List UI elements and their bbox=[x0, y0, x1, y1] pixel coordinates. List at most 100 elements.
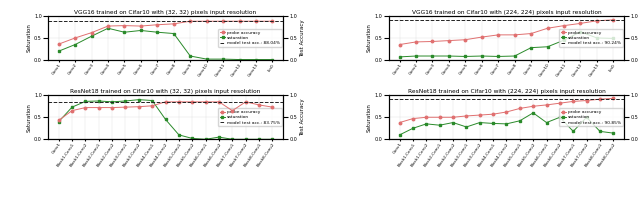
probe accuracy bbox=[494, 34, 502, 36]
probe accuracy bbox=[527, 32, 535, 35]
saturation bbox=[154, 31, 161, 33]
saturation bbox=[120, 31, 128, 33]
probe accuracy bbox=[242, 101, 250, 103]
Line: saturation: saturation bbox=[58, 27, 274, 61]
probe accuracy bbox=[81, 106, 89, 109]
probe accuracy bbox=[556, 102, 564, 104]
probe accuracy bbox=[71, 37, 79, 39]
saturation bbox=[583, 116, 591, 118]
model test acc.: 88.04%: (1, 0.88): 88.04%: (1, 0.88) bbox=[71, 20, 79, 22]
saturation bbox=[135, 99, 143, 101]
Title: VGG16 trained on Cifar10 with (224, 224) pixels input resolution: VGG16 trained on Cifar10 with (224, 224)… bbox=[412, 10, 601, 15]
probe accuracy bbox=[544, 27, 552, 29]
probe accuracy bbox=[55, 43, 63, 45]
probe accuracy bbox=[215, 101, 223, 103]
probe accuracy bbox=[252, 20, 260, 22]
probe accuracy bbox=[202, 101, 209, 103]
probe accuracy bbox=[412, 41, 420, 43]
Y-axis label: Saturation: Saturation bbox=[367, 103, 372, 132]
model test acc.: 90.24%: (0, 0.902): 90.24%: (0, 0.902) bbox=[396, 19, 403, 21]
saturation bbox=[396, 56, 403, 58]
saturation bbox=[175, 134, 183, 136]
saturation bbox=[188, 137, 196, 140]
saturation bbox=[436, 124, 444, 126]
probe accuracy bbox=[543, 104, 550, 106]
probe accuracy bbox=[95, 106, 102, 109]
probe accuracy bbox=[502, 111, 510, 113]
probe accuracy bbox=[135, 105, 143, 108]
saturation bbox=[516, 120, 524, 122]
model test acc.: 90.85%: (1, 0.908): 90.85%: (1, 0.908) bbox=[409, 98, 417, 100]
probe accuracy bbox=[560, 24, 568, 27]
probe accuracy bbox=[175, 101, 183, 103]
probe accuracy bbox=[445, 39, 452, 42]
saturation bbox=[409, 127, 417, 130]
saturation bbox=[55, 120, 63, 123]
Legend: probe accuracy, saturation, model test acc.: 83.75%: probe accuracy, saturation, model test a… bbox=[218, 108, 282, 126]
probe accuracy bbox=[162, 101, 170, 103]
model test acc.: 90.24%: (1, 0.902): 90.24%: (1, 0.902) bbox=[412, 19, 420, 21]
model test acc.: 83.75%: (1, 0.838): 83.75%: (1, 0.838) bbox=[68, 101, 76, 104]
probe accuracy bbox=[516, 107, 524, 110]
probe accuracy bbox=[170, 23, 178, 25]
probe accuracy bbox=[154, 23, 161, 26]
saturation bbox=[449, 121, 457, 124]
saturation bbox=[203, 58, 211, 60]
saturation bbox=[489, 122, 497, 125]
saturation bbox=[68, 106, 76, 108]
probe accuracy bbox=[461, 39, 469, 41]
saturation bbox=[55, 50, 63, 52]
Line: probe accuracy: probe accuracy bbox=[58, 20, 274, 45]
Y-axis label: Saturation: Saturation bbox=[26, 23, 31, 52]
saturation bbox=[71, 43, 79, 46]
Y-axis label: Test Accuracy: Test Accuracy bbox=[300, 99, 305, 136]
saturation bbox=[494, 55, 502, 58]
probe accuracy bbox=[422, 116, 430, 118]
saturation bbox=[215, 136, 223, 138]
saturation bbox=[461, 55, 469, 58]
probe accuracy bbox=[396, 43, 403, 46]
probe accuracy bbox=[436, 116, 444, 118]
saturation bbox=[269, 138, 276, 140]
saturation bbox=[137, 29, 145, 32]
saturation bbox=[236, 58, 243, 61]
model test acc.: 88.04%: (0, 0.88): 88.04%: (0, 0.88) bbox=[55, 20, 63, 22]
Legend: probe accuracy, saturation, model test acc.: 90.24%: probe accuracy, saturation, model test a… bbox=[559, 29, 623, 47]
saturation bbox=[593, 37, 601, 39]
probe accuracy bbox=[188, 101, 196, 103]
saturation bbox=[609, 132, 617, 134]
probe accuracy bbox=[122, 106, 129, 108]
saturation bbox=[544, 46, 552, 48]
Line: saturation: saturation bbox=[398, 30, 614, 58]
saturation bbox=[108, 101, 116, 103]
saturation bbox=[412, 55, 420, 57]
Legend: probe accuracy, saturation, model test acc.: 90.85%: probe accuracy, saturation, model test a… bbox=[559, 108, 623, 126]
probe accuracy bbox=[449, 116, 457, 118]
probe accuracy bbox=[228, 109, 236, 112]
saturation bbox=[269, 58, 276, 61]
saturation bbox=[95, 100, 102, 102]
saturation bbox=[560, 39, 568, 41]
saturation bbox=[104, 27, 112, 29]
saturation bbox=[88, 35, 95, 37]
saturation bbox=[511, 55, 518, 57]
probe accuracy bbox=[236, 20, 243, 22]
probe accuracy bbox=[203, 20, 211, 22]
probe accuracy bbox=[609, 19, 617, 21]
saturation bbox=[570, 130, 577, 133]
probe accuracy bbox=[88, 31, 95, 34]
Line: saturation: saturation bbox=[58, 98, 274, 140]
saturation bbox=[162, 118, 170, 121]
saturation bbox=[242, 138, 250, 140]
Line: probe accuracy: probe accuracy bbox=[58, 101, 274, 122]
saturation bbox=[202, 138, 209, 140]
probe accuracy bbox=[104, 25, 112, 27]
saturation bbox=[476, 121, 484, 124]
probe accuracy bbox=[476, 114, 484, 116]
probe accuracy bbox=[511, 34, 518, 36]
probe accuracy bbox=[409, 117, 417, 120]
saturation bbox=[543, 121, 550, 124]
saturation bbox=[220, 58, 227, 60]
probe accuracy bbox=[269, 106, 276, 108]
probe accuracy bbox=[220, 20, 227, 22]
